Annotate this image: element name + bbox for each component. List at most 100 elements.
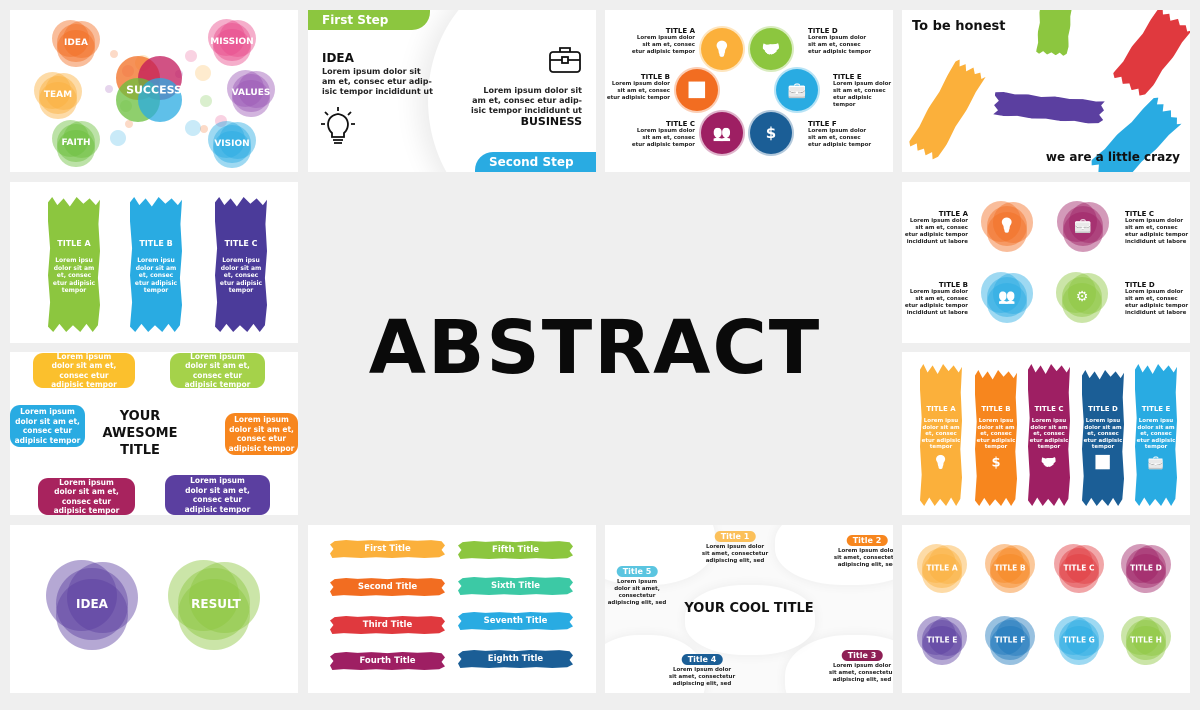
text-box: Lorem ipsum dolor sit am et, consec etur… — [38, 478, 135, 515]
team-icon: 👥 — [998, 289, 1016, 305]
blob-title-e — [916, 615, 956, 655]
decorative-dot — [110, 50, 118, 58]
result-blob — [167, 559, 240, 632]
brush-title-label: Fifth Title — [458, 541, 573, 559]
blob-title-h — [1126, 620, 1166, 660]
blob-title-c — [1065, 545, 1105, 585]
bubble-vision — [207, 120, 246, 159]
blob-text: Lorem ipsum dolor sit am et, consec etur… — [1125, 218, 1189, 245]
blob-title: TITLE B — [938, 281, 968, 289]
blob-title-a — [992, 202, 1034, 243]
blob-label: TITLE B — [994, 563, 1026, 573]
blob-title-d — [1061, 276, 1103, 318]
honest-top-text: To be honest — [912, 19, 1006, 34]
decorative-dot — [215, 115, 227, 127]
blob-title-c — [1062, 211, 1104, 253]
title-pill: Title 5 — [616, 566, 658, 577]
brush-text: Lorem ipsu dolor sit am et, consec etur … — [52, 257, 96, 294]
idea-blob — [56, 568, 128, 640]
success-circle — [138, 78, 182, 122]
slide-steps: First Step IDEA Lorem ipsum dolor sit am e… — [308, 10, 596, 172]
badge-title: TITLE B — [640, 73, 670, 81]
bubble-label: FAITH — [61, 138, 91, 148]
decorative-dot — [185, 120, 201, 136]
blob-text: Lorem ipsum dolor sit am et, consec etur… — [904, 289, 968, 316]
handshake-icon: 🤝 — [761, 40, 781, 58]
badge-title: TITLE F — [808, 120, 837, 128]
dollar-icon: $ — [991, 455, 1001, 471]
brush-column — [48, 197, 100, 332]
brush-title: TITLE B — [981, 405, 1011, 413]
bubble-label: TEAM — [43, 90, 73, 100]
bubble-faith — [57, 124, 95, 162]
decorative-dot — [110, 130, 126, 146]
badge-text: Lorem ipsum dolor sit am et, consec etur… — [631, 128, 695, 148]
brush-title-label: Fourth Title — [330, 652, 445, 670]
slide-honest: To be honest we are a little crazy — [902, 10, 1190, 172]
bubble-vision — [213, 130, 251, 169]
blob-title-f — [990, 620, 1030, 660]
badge-title-f — [750, 112, 792, 154]
blob-label: TITLE A — [926, 563, 958, 573]
bubble-team — [33, 71, 72, 110]
brush-column — [975, 370, 1017, 506]
badge-title: TITLE D — [808, 27, 838, 35]
blob-title-b — [990, 548, 1030, 588]
bubble-values — [232, 74, 270, 112]
brush-text: Lorem ipsu dolor sit am et, consec etur … — [921, 418, 961, 450]
badge-text-block: TITLE C Lorem ipsum dolor sit am et, cons… — [632, 120, 695, 149]
handshake-icon: 🤝 — [1040, 455, 1058, 471]
bubble-mission — [213, 28, 251, 67]
brush-text: Lorem ipsu dolor sit am et, consec etur … — [134, 257, 178, 294]
bubble-label: VALUES — [231, 88, 271, 98]
team-icon: 👥 — [712, 124, 732, 142]
slide-brush-titles: First Title Second Title Third Title Fourth… — [308, 525, 596, 693]
title-text: Lorem ipsum dolor sit amet, consectetur … — [833, 548, 893, 568]
idea-title: IDEA — [322, 51, 354, 65]
bubble-values — [237, 71, 276, 109]
lightbulb-icon: 💡 — [932, 455, 950, 471]
blob-title-b — [984, 543, 1024, 583]
badge-text: Lorem ipsum dolor sit am et, consec etur… — [808, 128, 872, 148]
blob-title-d — [1120, 543, 1160, 583]
text-box: Lorem ipsum dolor sit am et, consec etur… — [170, 352, 265, 389]
blob-title-c — [1062, 205, 1104, 247]
background-wave — [685, 585, 815, 655]
bubble-vision — [218, 122, 257, 160]
slide-blobs-eight: TITLE A TITLE B TITLE C TITLE D TITLE E TITLE… — [902, 525, 1190, 693]
blob-title-d — [1055, 271, 1097, 313]
lightbulb-icon: 💡 — [712, 40, 732, 58]
brush-column — [215, 197, 267, 332]
badge-title-a — [701, 28, 743, 70]
bubble-team — [44, 73, 83, 111]
badge-text-block: TITLE E Lorem ipsum dolor sit am et, cons… — [833, 73, 893, 109]
blob-title-d — [1132, 545, 1172, 585]
badge-text: Lorem ipsum dolor sit am et, consec etur… — [606, 81, 670, 101]
bubble-mission — [207, 18, 246, 57]
bubble-team — [39, 81, 77, 120]
blob-text: Lorem ipsum dolor sit am et, consec etur… — [904, 218, 968, 245]
bubble-values — [232, 79, 270, 118]
brush-column — [1135, 364, 1177, 506]
paint-stroke — [1111, 10, 1190, 99]
brush-title-label: Seventh Title — [458, 612, 573, 630]
blob-title-f — [990, 626, 1030, 666]
blob-title-d — [1126, 554, 1166, 594]
brush-column — [1028, 364, 1070, 506]
blob-title-b — [980, 271, 1022, 313]
brush-title-label: Third Title — [330, 616, 445, 634]
decorative-dot — [185, 50, 197, 62]
blob-title-a — [922, 554, 962, 594]
brush-column — [920, 364, 962, 506]
slide-cool-title: Title 1 Lorem ipsum dolor sit amet, conse… — [605, 525, 893, 693]
text-box: Lorem ipsum dolor sit am et, consec etur… — [165, 475, 270, 515]
badge-text-block: TITLE B Lorem ipsum dolor sit am et, cons… — [607, 73, 670, 102]
blob-title: TITLE A — [938, 210, 968, 218]
bubble-faith — [62, 121, 101, 159]
paint-stroke — [907, 58, 986, 162]
blob-title-b — [986, 276, 1028, 318]
blob-label: TITLE G — [1063, 635, 1095, 645]
brush-title-label: Sixth Title — [458, 577, 573, 595]
badge-text-block: TITLE D Lorem ipsum dolor sit am et, cons… — [808, 27, 871, 56]
decorative-dot — [105, 85, 113, 93]
